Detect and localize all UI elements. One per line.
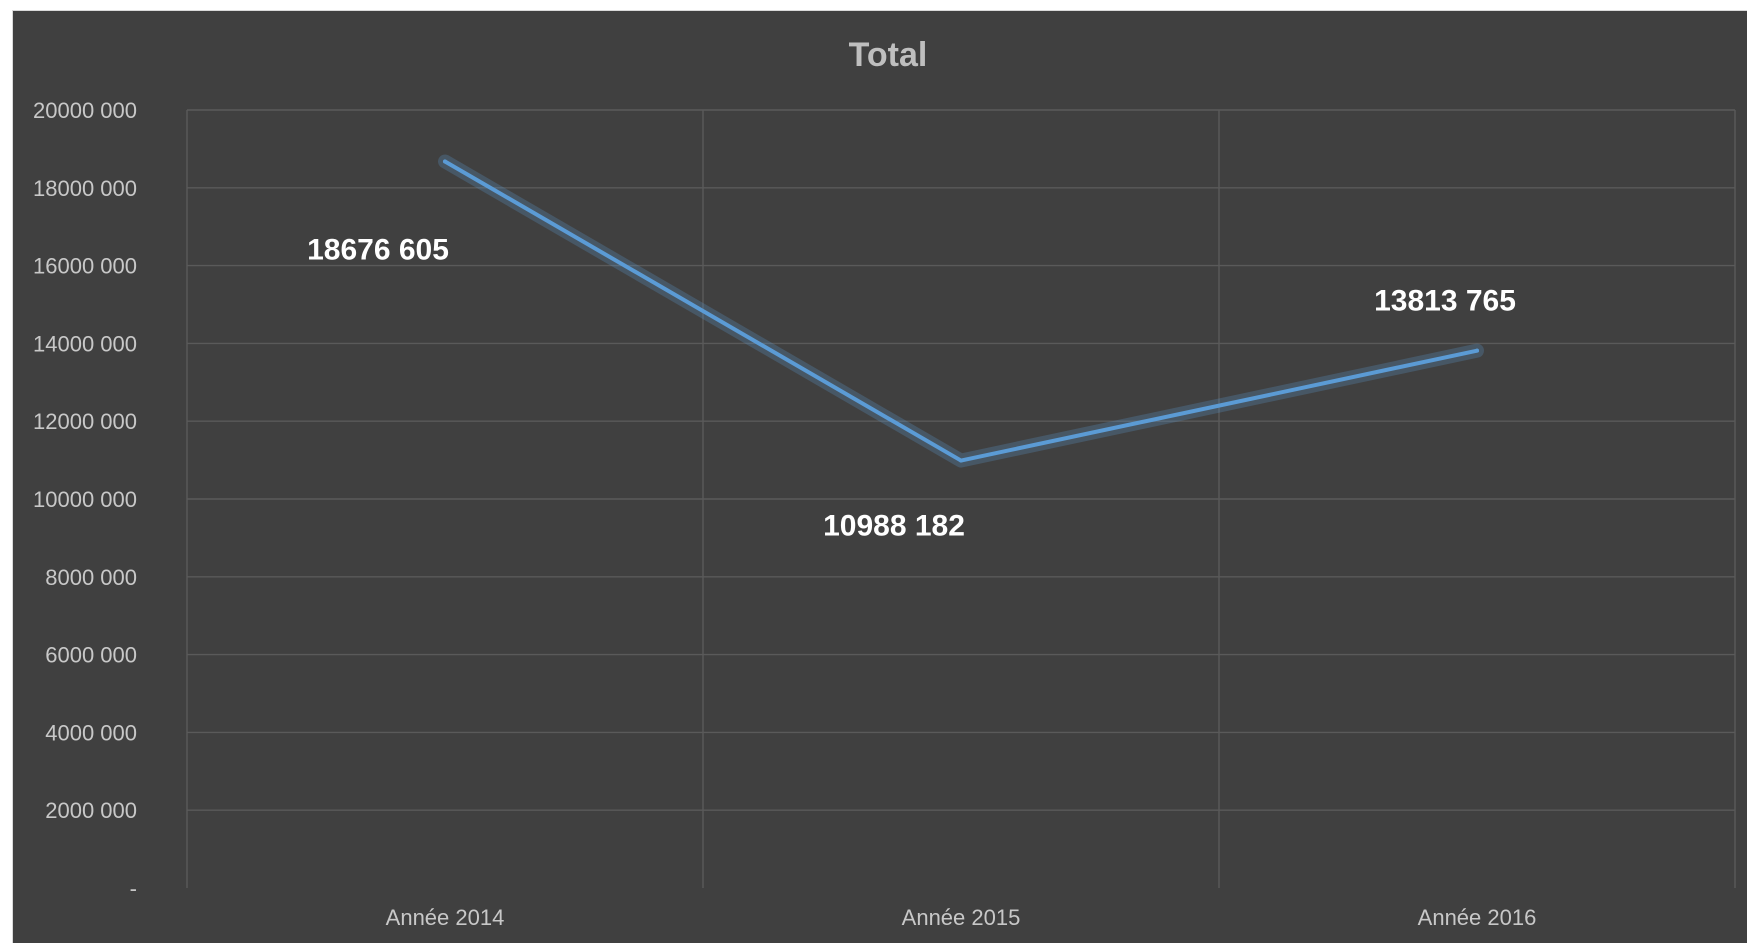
chart-title: Total (849, 36, 928, 74)
y-tick-label: 10000 000 (33, 487, 137, 512)
grid-layer (186, 109, 1736, 888)
data-point (1475, 348, 1479, 353)
series-line-glow (438, 154, 1484, 468)
x-axis-ticks: Année 2014 Année 2015 Année 2016 (386, 905, 1537, 930)
x-tick-label: Année 2016 (1418, 905, 1537, 930)
series-layer (438, 154, 1484, 468)
y-tick-label: 12000 000 (33, 409, 137, 434)
data-label: 13813 765 (1374, 285, 1516, 318)
data-point (959, 458, 963, 463)
y-tick-label: 6000 000 (45, 643, 137, 668)
data-label: 10988 182 (823, 510, 965, 543)
y-tick-label: 20000 000 (33, 98, 137, 123)
y-tick-label: 2000 000 (45, 798, 137, 823)
y-tick-label: 16000 000 (33, 254, 137, 279)
y-tick-label: 14000 000 (33, 331, 137, 356)
y-tick-label: - (130, 876, 137, 901)
y-axis-ticks: - 2000 000 4000 000 6000 000 8000 000 10000 0… (33, 98, 137, 901)
series-line (443, 159, 1479, 463)
y-tick-label: 8000 000 (45, 565, 137, 590)
x-tick-label: Année 2015 (902, 905, 1021, 930)
data-label: 18676 605 (307, 233, 449, 266)
data-point (443, 159, 447, 164)
chart-area (12, 10, 1747, 943)
x-tick-label: Année 2014 (386, 905, 505, 930)
data-labels: 18676 605 10988 182 13813 765 (307, 233, 1516, 542)
y-tick-label: 18000 000 (33, 176, 137, 201)
y-tick-label: 4000 000 (45, 720, 137, 745)
